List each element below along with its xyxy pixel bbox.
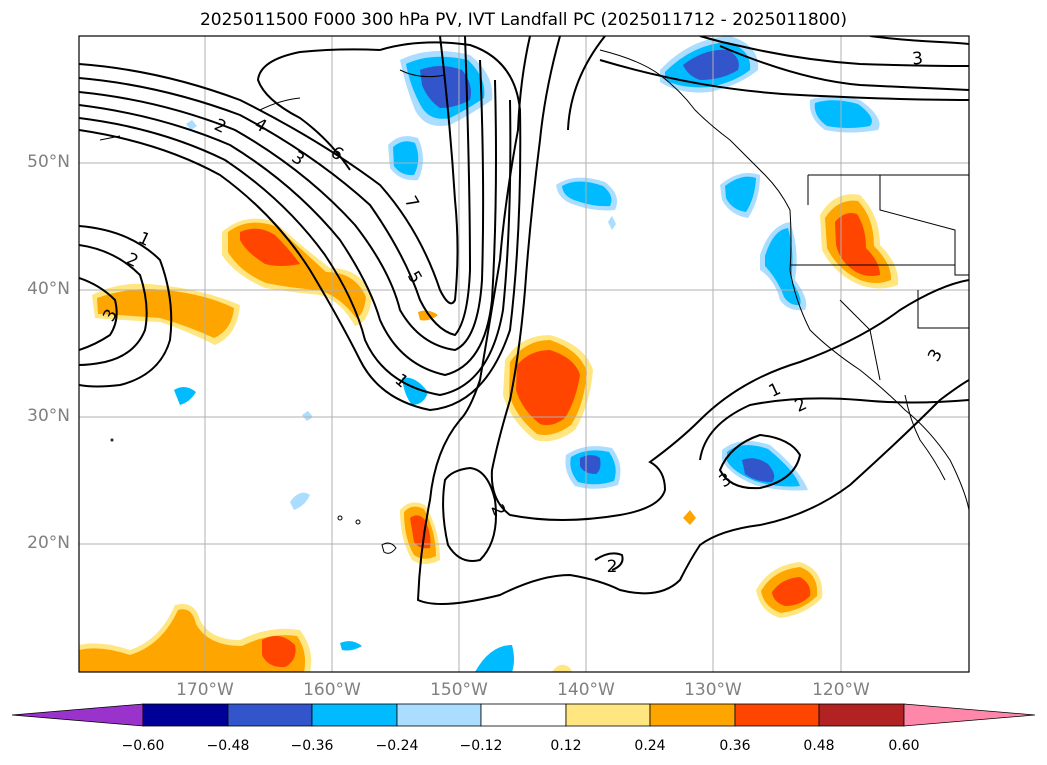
colorbar-under-arrow <box>11 703 144 727</box>
longitude-label: 120°W <box>812 680 870 700</box>
negative-anomaly-region <box>608 216 616 230</box>
longitude-label: 140°W <box>557 680 615 700</box>
colorbar-over-arrow <box>903 703 1036 727</box>
map-frame <box>78 35 970 673</box>
colorbar-segment <box>480 703 567 727</box>
colorbar-segment <box>396 703 482 727</box>
positive-anomaly-region <box>240 228 300 266</box>
negative-anomaly-region <box>290 492 310 510</box>
negative-anomaly-region <box>725 176 756 212</box>
colorbar <box>11 703 1036 727</box>
colorbar-tick-label: −0.60 <box>121 738 165 754</box>
negative-anomaly-region <box>302 411 313 421</box>
colorbar-tick-label: 0.24 <box>634 738 666 754</box>
longitude-label: 160°W <box>303 680 361 700</box>
negative-anomaly-region <box>562 181 612 207</box>
colorbar-tick-label: −0.36 <box>290 738 334 754</box>
colorbar-tick-label: 0.48 <box>803 738 835 754</box>
positive-anomaly-region <box>516 350 580 426</box>
colorbar-tick-label: 0.60 <box>888 738 920 754</box>
colorbar-tick-label: 0.12 <box>550 738 582 754</box>
colorbar-segment <box>227 703 313 727</box>
map-title: 2025011500 F000 300 hPa PV, IVT Landfall… <box>199 10 847 30</box>
longitude-label: 170°W <box>176 680 234 700</box>
ivt-shading <box>79 36 899 672</box>
negative-anomaly-region <box>814 100 872 128</box>
colorbar-tick-label: −0.12 <box>459 738 503 754</box>
contour-label: 2 <box>607 557 618 577</box>
negative-anomaly-region <box>393 141 419 176</box>
positive-anomaly-region <box>683 510 696 525</box>
negative-anomaly-region <box>742 458 775 482</box>
colorbar-tick-label: −0.24 <box>375 738 419 754</box>
coastlines <box>99 49 969 554</box>
contour-label: 3 <box>911 49 924 70</box>
latitude-label: 50°N <box>27 152 70 172</box>
latitude-label: 20°N <box>27 533 70 553</box>
negative-anomaly-region <box>340 641 362 651</box>
colorbar-segment <box>818 703 905 727</box>
colorbar-segment <box>734 703 820 727</box>
latitude-label: 30°N <box>27 406 70 426</box>
positive-anomaly-region <box>97 289 234 338</box>
positive-anomaly-region <box>418 310 438 321</box>
negative-anomaly-region <box>475 645 514 672</box>
latitude-label: 40°N <box>27 279 70 299</box>
longitude-label: 150°W <box>430 680 488 700</box>
negative-anomaly-region <box>174 386 196 405</box>
positive-anomaly-region <box>79 609 306 672</box>
negative-anomaly-region <box>580 455 601 474</box>
colorbar-segment <box>142 703 229 727</box>
colorbar-segment <box>649 703 736 727</box>
negative-anomaly-region <box>765 228 801 306</box>
positive-anomaly-region <box>772 577 811 606</box>
colorbar-tick-label: −0.48 <box>206 738 250 754</box>
negative-anomaly-region <box>186 120 197 130</box>
colorbar-tick-label: 0.36 <box>719 738 751 754</box>
longitude-label: 130°W <box>684 680 742 700</box>
positive-anomaly-region <box>552 664 572 672</box>
colorbar-segment <box>311 703 398 727</box>
negative-anomaly-region <box>683 49 739 80</box>
positive-anomaly-region <box>262 636 296 668</box>
positive-anomaly-region <box>835 213 880 276</box>
pv-contours <box>79 36 969 605</box>
colorbar-segment <box>565 703 651 727</box>
